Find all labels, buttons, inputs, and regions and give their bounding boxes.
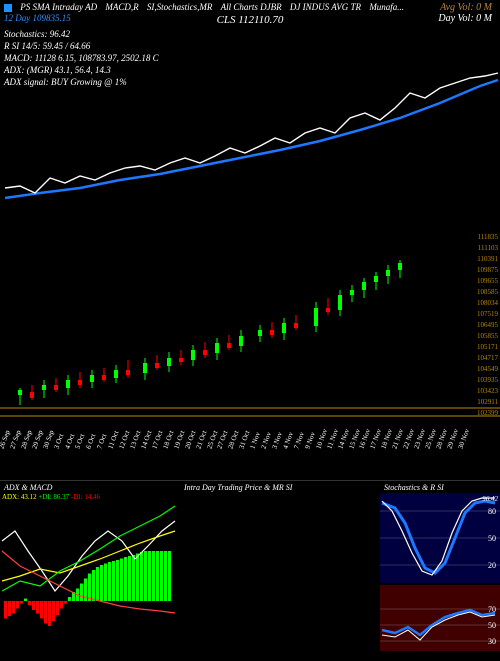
avg-vol: Avg Vol: 0 M [438, 2, 492, 13]
date-axis: 26 Sep27 Sep28 Sep29 Sep30 Sep3 Oct4 Oct… [0, 442, 500, 450]
adx-macd-panel: ADX & MACD ADX: 43.12 +DI: 86.37 -DI: 14… [0, 480, 180, 660]
intraday-panel: Intra Day Trading Price & MR SI [180, 480, 380, 660]
adx-label: ADX: 43.12 [2, 493, 37, 501]
legend-item: SI,Stochastics,MR [147, 2, 213, 12]
stoch-rsi-svg: 80 50 20 96.42 70 50 30 [380, 481, 500, 651]
svg-text:80: 80 [488, 507, 496, 516]
svg-text:70: 70 [488, 605, 496, 614]
twelve-day-label: 12 Day [4, 13, 30, 23]
svg-text:30: 30 [488, 637, 496, 646]
volume-info: Avg Vol: 0 M Day Vol: 0 M [438, 2, 492, 24]
adx-pdi: +DI: 86.37 [38, 493, 69, 501]
price-line-chart [0, 38, 500, 228]
adx-macd-svg [0, 481, 180, 661]
adx-mdi: -DI: 14.46 [71, 493, 100, 501]
candlestick-chart [0, 230, 500, 440]
legend-swatch [4, 4, 12, 12]
svg-text:50: 50 [488, 534, 496, 543]
price-axis: 1118351111031103911098751096551085851080… [477, 232, 498, 419]
panel-title: ADX & MACD [4, 483, 52, 492]
adx-values: ADX: 43.12 +DI: 86.37 -DI: 14.46 [2, 493, 100, 501]
twelve-day-value: 109835.15 [33, 13, 71, 23]
svg-text:96.42: 96.42 [482, 495, 498, 503]
bottom-panels: ADX & MACD ADX: 43.12 +DI: 86.37 -DI: 14… [0, 480, 500, 660]
legend-item: DJ INDUS AVG TR [290, 2, 361, 12]
legend-item: PS SMA Intraday AD [20, 2, 97, 12]
day-vol: Day Vol: 0 M [438, 13, 492, 24]
stoch-rsi-panel: Stochastics & R SI 80 50 20 96.42 70 50 30 [380, 480, 500, 660]
legend-item: All Charts DJBR [221, 2, 282, 12]
cls-value: CLS 112110.70 [217, 14, 284, 26]
legend-item: Munafa... [369, 2, 404, 12]
panel-title: Intra Day Trading Price & MR SI [184, 483, 292, 492]
legend-row: PS SMA Intraday AD MACD,R SI,Stochastics… [4, 2, 496, 12]
svg-text:50: 50 [488, 621, 496, 630]
legend-item: MACD,R [105, 2, 138, 12]
panel-title: Stochastics & R SI [384, 483, 444, 492]
svg-text:20: 20 [488, 561, 496, 570]
